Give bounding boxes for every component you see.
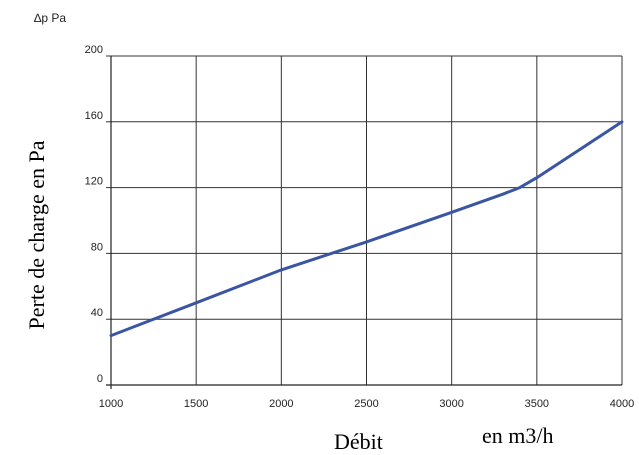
y-tick-labels: 0 40 80 120 160 200 xyxy=(85,44,103,385)
x-tick-label: 3000 xyxy=(439,398,463,410)
x-tick-label: 3500 xyxy=(525,398,549,410)
grid xyxy=(111,55,623,385)
x-tick-labels: 1000 1500 2000 2500 3000 3500 4000 xyxy=(99,398,634,410)
y-axis-label: Perte de charge en Pa xyxy=(24,140,49,329)
y-tick-label: 160 xyxy=(85,110,103,122)
series-layer xyxy=(109,120,624,338)
y-tick-label: 200 xyxy=(85,44,103,56)
x-tick-label: 2000 xyxy=(269,398,293,410)
x-tick-label: 4000 xyxy=(610,398,634,410)
y-tick-label: 120 xyxy=(85,176,103,188)
x-tick-label: 2500 xyxy=(354,398,378,410)
y-tick-label: 0 xyxy=(97,373,103,385)
y-tick-label: 80 xyxy=(91,241,103,253)
unit-label: ∆p Pa xyxy=(34,11,66,25)
axes xyxy=(106,55,622,389)
series-line xyxy=(109,120,624,338)
y-tick-label: 40 xyxy=(91,307,103,319)
x-axis-label-debit: Débit xyxy=(334,429,383,454)
x-tick-label: 1000 xyxy=(99,398,123,410)
x-tick-label: 1500 xyxy=(184,398,208,410)
x-axis-label-unit: en m3/h xyxy=(482,423,554,448)
